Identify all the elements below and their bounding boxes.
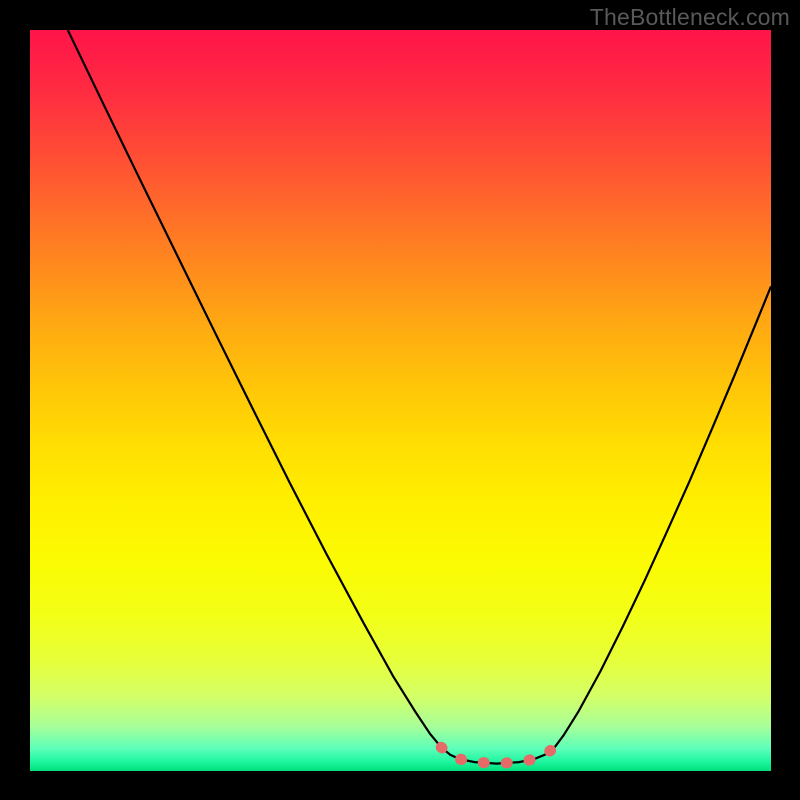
bottom-marker bbox=[441, 747, 554, 763]
chart-frame: TheBottleneck.com bbox=[0, 0, 800, 800]
plot-area bbox=[30, 30, 771, 771]
watermark-text: TheBottleneck.com bbox=[590, 4, 790, 31]
bottleneck-curve bbox=[68, 30, 771, 764]
curve-layer bbox=[30, 30, 771, 771]
